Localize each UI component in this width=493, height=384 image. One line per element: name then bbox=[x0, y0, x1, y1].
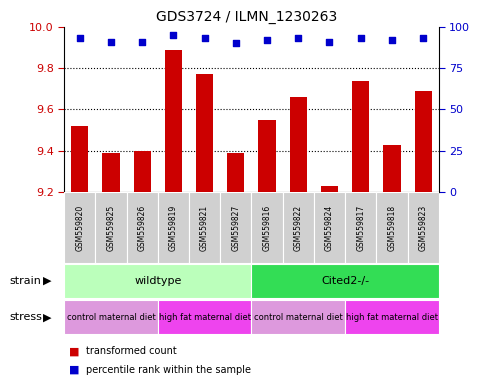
Bar bbox=[134, 151, 151, 192]
Point bbox=[357, 35, 365, 41]
Text: ■: ■ bbox=[69, 365, 79, 375]
Bar bbox=[251, 264, 439, 298]
Text: GSM559824: GSM559824 bbox=[325, 204, 334, 251]
Bar bbox=[251, 192, 282, 263]
Bar bbox=[64, 192, 95, 263]
Text: stress: stress bbox=[10, 312, 43, 322]
Point bbox=[138, 39, 146, 45]
Text: ▶: ▶ bbox=[42, 276, 51, 286]
Bar bbox=[64, 264, 251, 298]
Bar bbox=[376, 192, 408, 263]
Bar bbox=[408, 192, 439, 263]
Text: GSM559823: GSM559823 bbox=[419, 204, 427, 251]
Bar bbox=[352, 81, 369, 192]
Point bbox=[419, 35, 427, 41]
Point bbox=[325, 39, 333, 45]
Text: percentile rank within the sample: percentile rank within the sample bbox=[86, 365, 251, 375]
Bar bbox=[165, 50, 182, 192]
Text: GSM559819: GSM559819 bbox=[169, 204, 178, 251]
Bar bbox=[258, 120, 276, 192]
Point bbox=[294, 35, 302, 41]
Text: GSM559818: GSM559818 bbox=[387, 204, 396, 251]
Bar bbox=[321, 186, 338, 192]
Bar bbox=[189, 192, 220, 263]
Bar bbox=[384, 144, 400, 192]
Bar bbox=[158, 192, 189, 263]
Bar bbox=[227, 153, 245, 192]
Text: ▶: ▶ bbox=[42, 312, 51, 322]
Bar bbox=[415, 91, 432, 192]
Bar bbox=[158, 300, 251, 334]
Text: GSM559822: GSM559822 bbox=[294, 204, 303, 251]
Text: control maternal diet: control maternal diet bbox=[67, 313, 155, 322]
Text: GSM559821: GSM559821 bbox=[200, 204, 209, 251]
Bar bbox=[314, 192, 345, 263]
Bar bbox=[251, 300, 345, 334]
Bar bbox=[196, 74, 213, 192]
Text: high fat maternal diet: high fat maternal diet bbox=[346, 313, 438, 322]
Text: transformed count: transformed count bbox=[86, 346, 177, 356]
Point bbox=[232, 40, 240, 46]
Point bbox=[263, 37, 271, 43]
Text: GSM559825: GSM559825 bbox=[106, 204, 115, 251]
Bar bbox=[95, 192, 127, 263]
Bar bbox=[345, 192, 376, 263]
Text: GSM559820: GSM559820 bbox=[75, 204, 84, 251]
Bar bbox=[64, 300, 158, 334]
Text: control maternal diet: control maternal diet bbox=[254, 313, 343, 322]
Text: GDS3724 / ILMN_1230263: GDS3724 / ILMN_1230263 bbox=[156, 10, 337, 23]
Text: GSM559826: GSM559826 bbox=[138, 204, 146, 251]
Point bbox=[107, 39, 115, 45]
Text: ■: ■ bbox=[69, 346, 79, 356]
Text: GSM559816: GSM559816 bbox=[263, 204, 272, 251]
Text: strain: strain bbox=[10, 276, 42, 286]
Bar bbox=[345, 300, 439, 334]
Text: high fat maternal diet: high fat maternal diet bbox=[159, 313, 250, 322]
Bar bbox=[290, 97, 307, 192]
Bar bbox=[127, 192, 158, 263]
Text: GSM559817: GSM559817 bbox=[356, 204, 365, 251]
Point bbox=[201, 35, 209, 41]
Text: GSM559827: GSM559827 bbox=[231, 204, 240, 251]
Text: Cited2-/-: Cited2-/- bbox=[321, 276, 369, 286]
Bar bbox=[103, 153, 119, 192]
Bar bbox=[282, 192, 314, 263]
Point bbox=[76, 35, 84, 41]
Bar bbox=[71, 126, 88, 192]
Point bbox=[388, 37, 396, 43]
Text: wildtype: wildtype bbox=[134, 276, 181, 286]
Bar bbox=[220, 192, 251, 263]
Point bbox=[170, 32, 177, 38]
